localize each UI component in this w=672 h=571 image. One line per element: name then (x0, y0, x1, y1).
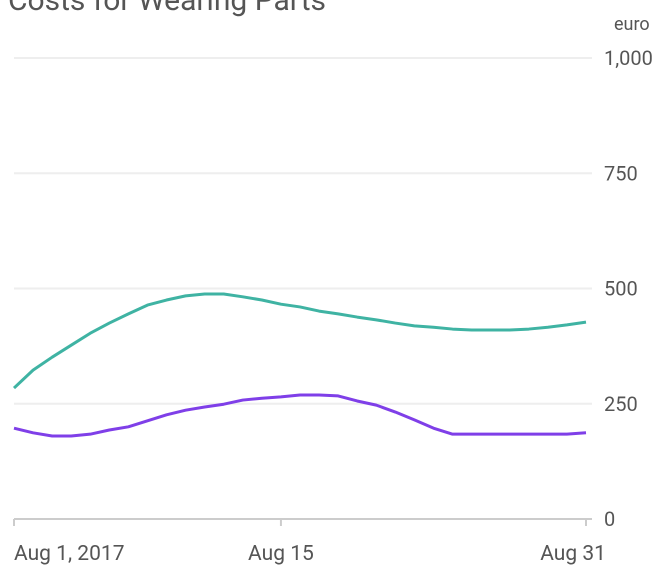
y-tick-label: 500 (604, 277, 638, 301)
x-tick-label: Aug 1, 2017 (14, 542, 125, 566)
line-series (13, 393, 587, 438)
y-tick-label: 750 (604, 161, 638, 185)
chart-title: Costs for Wearing Parts (8, 0, 326, 18)
x-tick-label: Aug 15 (248, 542, 314, 566)
y-unit: euro (614, 14, 650, 35)
y-tick-label: 1,000 (604, 46, 653, 70)
x-tick-label: Aug 31 (540, 542, 606, 566)
y-tick-label: 0 (604, 507, 615, 531)
line-series (12, 292, 587, 390)
y-tick-label: 250 (604, 392, 638, 416)
